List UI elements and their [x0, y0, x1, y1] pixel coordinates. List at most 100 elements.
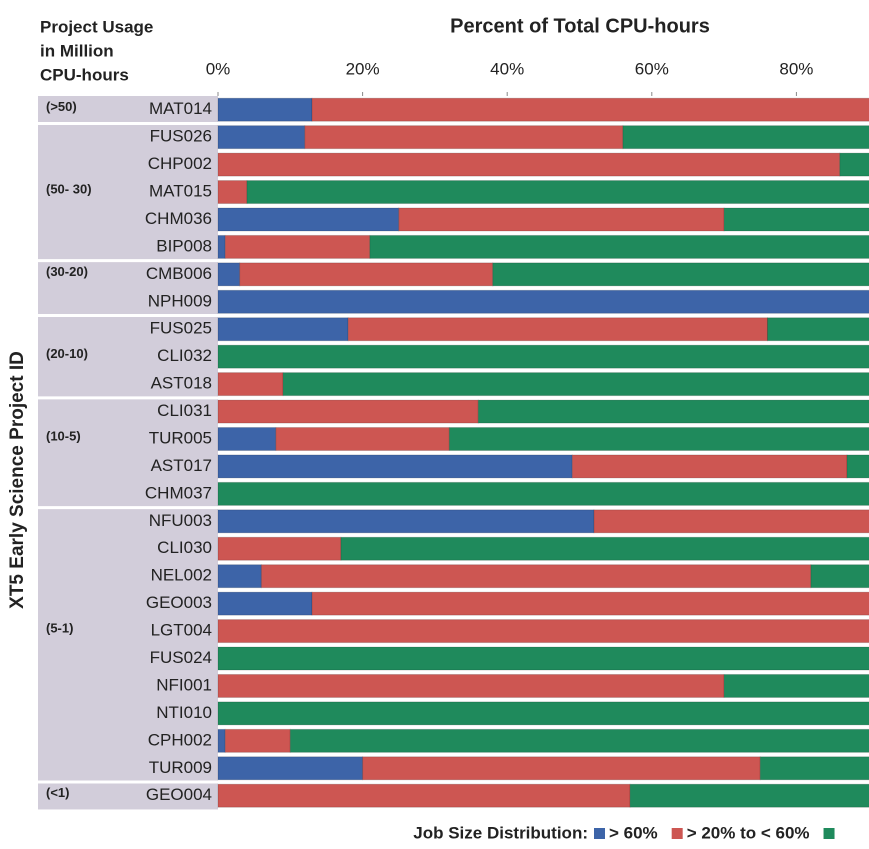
legend-label: > 20% to < 60% — [687, 823, 810, 842]
chart-title: Percent of Total CPU-hours — [450, 15, 710, 37]
category-label: NTI010 — [156, 703, 212, 722]
bar-segment — [398, 207, 725, 232]
bar-segment — [217, 234, 226, 259]
bar-segment — [217, 207, 400, 232]
bar-segment — [217, 399, 479, 424]
group-label: (>50) — [46, 99, 77, 114]
bar-segment — [217, 591, 313, 616]
bar-segment — [217, 289, 869, 314]
bar-segment — [766, 317, 869, 342]
bar-segment — [362, 756, 761, 781]
category-label: AST018 — [151, 374, 212, 393]
bar-segment — [217, 372, 284, 397]
bar-segment — [217, 701, 869, 726]
bar-segment — [622, 125, 869, 150]
bar-segment — [217, 97, 313, 122]
category-label: CHP002 — [148, 154, 212, 173]
bar-segment — [246, 180, 869, 205]
bar-segment — [810, 564, 869, 589]
category-label: FUS025 — [150, 319, 212, 338]
category-label: GEO003 — [146, 593, 212, 612]
group-axis-label: in Million — [40, 41, 114, 60]
bar-segment — [217, 344, 869, 369]
x-tick-label: 40% — [490, 59, 524, 78]
bar-segment — [492, 262, 869, 287]
category-label: CLI030 — [157, 538, 212, 557]
bar-segment — [217, 756, 364, 781]
bar-segment — [217, 509, 595, 534]
group-axis-label: CPU-hours — [40, 65, 129, 84]
bar-segment — [723, 673, 869, 698]
legend-title: Job Size Distribution: — [413, 823, 588, 842]
bar-segment — [839, 152, 869, 177]
category-label: NFU003 — [149, 511, 212, 530]
legend-swatch — [671, 828, 683, 839]
label-panel — [38, 96, 218, 810]
category-label: FUS024 — [150, 648, 212, 667]
category-label: CMB006 — [146, 264, 212, 283]
category-label: CPH002 — [148, 730, 212, 749]
bar-segment — [723, 207, 869, 232]
category-label: TUR009 — [149, 758, 212, 777]
x-tick-label: 60% — [635, 59, 669, 78]
legend-label: > 60% — [609, 823, 658, 842]
bar-segment — [846, 454, 869, 479]
x-tick-label: 20% — [346, 59, 380, 78]
x-tick-label: 0% — [206, 59, 231, 78]
y-axis-label: XT5 Early Science Project ID — [7, 351, 28, 609]
group-label: (30-20) — [46, 264, 88, 279]
bar-segment — [282, 372, 869, 397]
bar-segment — [759, 756, 869, 781]
bar-segment — [448, 427, 869, 451]
bar-segment — [217, 125, 306, 150]
category-label: CLI032 — [157, 346, 212, 365]
bar-segment — [217, 673, 725, 698]
bar-segment — [571, 454, 848, 479]
bar-segment — [217, 783, 631, 808]
bar-segment — [217, 619, 869, 644]
bar-segment — [224, 728, 291, 753]
bar-segment — [304, 125, 624, 150]
bar-segment — [217, 317, 349, 342]
group-label: (20-10) — [46, 346, 88, 361]
bar-segment — [217, 427, 277, 451]
category-label: MAT015 — [149, 182, 212, 201]
category-label: NPH009 — [148, 291, 212, 310]
category-label: LGT004 — [151, 621, 212, 640]
bar-segment — [239, 262, 494, 287]
category-label: TUR005 — [149, 428, 212, 447]
group-label: (50- 30) — [46, 181, 92, 196]
bar-segment — [260, 564, 812, 589]
group-axis-label: Project Usage — [40, 17, 153, 36]
bar-segment — [289, 728, 869, 753]
category-label: GEO004 — [146, 785, 212, 804]
category-label: NFI001 — [156, 675, 212, 694]
bar-segment — [217, 536, 342, 561]
bar-segment — [217, 646, 869, 671]
legend-swatch — [594, 828, 605, 839]
category-label: CLI031 — [157, 401, 212, 420]
bar-segment — [369, 234, 869, 259]
category-label: AST017 — [151, 456, 212, 475]
bar-segment — [629, 783, 869, 808]
group-label: (5-1) — [46, 621, 73, 636]
bar-segment — [217, 152, 841, 177]
category-label: CHM036 — [145, 209, 212, 228]
bar-segment — [224, 234, 371, 259]
bar-segment — [217, 564, 262, 589]
bar-segment — [347, 317, 768, 342]
group-label: (10-5) — [46, 428, 81, 443]
bar-segment — [217, 481, 869, 506]
category-label: NEL002 — [151, 566, 212, 585]
group-label: (<1) — [46, 785, 69, 800]
bar-segment — [477, 399, 869, 424]
category-label: CHM037 — [145, 483, 212, 502]
bar-segment — [593, 509, 869, 534]
category-label: FUS026 — [150, 127, 212, 146]
bar-segment — [217, 728, 226, 753]
bar-segment — [340, 536, 869, 561]
bar-segment — [217, 454, 573, 479]
bar-segment — [311, 97, 869, 122]
bar-segment — [217, 262, 241, 287]
